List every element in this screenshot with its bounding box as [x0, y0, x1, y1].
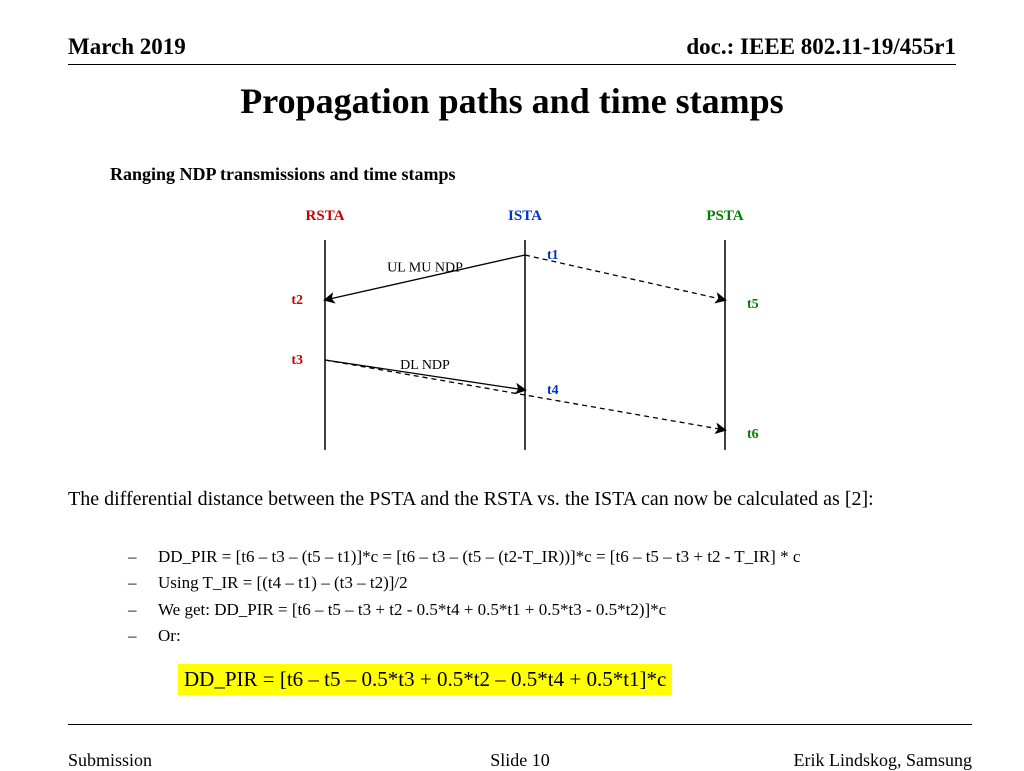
page-title: Propagation paths and time stamps [0, 80, 1024, 122]
bullet-list: –DD_PIR = [t6 – t3 – (t5 – t1)]*c = [t6 … [128, 544, 972, 649]
highlighted-equation: DD_PIR = [t6 – t5 – 0.5*t3 + 0.5*t2 – 0.… [178, 664, 672, 695]
header-rule [68, 64, 956, 65]
header-date: March 2019 [68, 34, 186, 59]
svg-text:t4: t4 [547, 383, 559, 398]
subtitle: Ranging NDP transmissions and time stamp… [110, 164, 456, 185]
bullet-item: – Or: [128, 623, 972, 649]
bullet-item: –Using T_IR = [(t4 – t1) – (t3 – t2)]/2 [128, 570, 972, 596]
svg-text:ISTA: ISTA [508, 208, 542, 224]
svg-text:UL MU NDP: UL MU NDP [387, 261, 463, 276]
body-text: The differential distance between the PS… [68, 486, 972, 512]
timing-diagram: RSTA ISTA PSTA UL MU NDP DL NDP t1 t2 t5 t3 t4 t6 [260, 200, 780, 460]
svg-text:t6: t6 [747, 427, 759, 442]
footer-rule [68, 724, 972, 725]
header-docnum: doc.: IEEE 802.11-19/455r1 [686, 34, 956, 60]
bullet-item: –DD_PIR = [t6 – t3 – (t5 – t1)]*c = [t6 … [128, 544, 972, 570]
svg-text:t1: t1 [547, 248, 559, 263]
svg-text:DL NDP: DL NDP [400, 358, 450, 373]
svg-text:RSTA: RSTA [306, 208, 345, 224]
svg-text:t2: t2 [291, 293, 303, 308]
svg-text:t3: t3 [291, 353, 303, 368]
svg-text:PSTA: PSTA [706, 208, 743, 224]
bullet-item: –We get: DD_PIR = [t6 – t5 – t3 + t2 - 0… [128, 597, 972, 623]
svg-text:t5: t5 [747, 297, 759, 312]
